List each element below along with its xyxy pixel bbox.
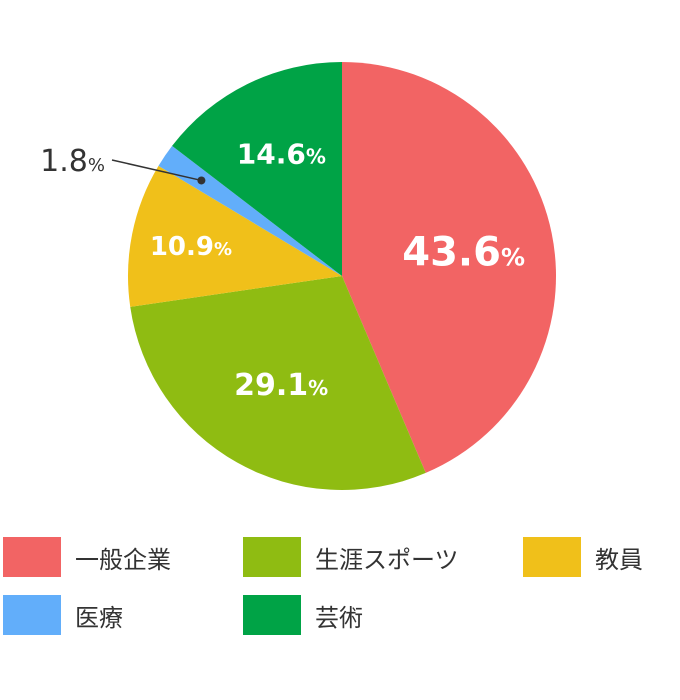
legend-swatch-teachers — [523, 537, 581, 577]
legend-swatch-arts — [243, 595, 301, 635]
pie-slice-lifelong-sports — [130, 276, 426, 490]
legend-item-general-companies: 一般企業 — [3, 535, 171, 579]
pie-slices — [127, 61, 557, 490]
legend-item-medical: 医療 — [3, 593, 123, 637]
pie-label-arts: 14.6% — [237, 137, 326, 170]
pie-chart: 43.6% 29.1% 10.9% 1.8% 14.6% — [40, 61, 557, 490]
pie-label-teachers: 10.9% — [150, 232, 232, 262]
legend-swatch-general-companies — [3, 537, 61, 577]
legend-label-medical: 医療 — [75, 603, 123, 632]
pie-label-general-companies: 43.6% — [402, 230, 525, 276]
legend: 一般企業 生涯スポーツ 教員 医療 芸術 — [0, 535, 680, 645]
pie-slice-general-companies — [342, 62, 557, 473]
legend-label-general-companies: 一般企業 — [75, 545, 171, 574]
pie-slice-arts — [172, 61, 342, 276]
pie-labels: 43.6% 29.1% 10.9% 1.8% 14.6% — [40, 137, 525, 403]
legend-label-arts: 芸術 — [315, 603, 363, 632]
pie-slice-teachers — [127, 165, 342, 307]
legend-label-teachers: 教員 — [595, 545, 643, 574]
legend-swatch-medical — [3, 595, 61, 635]
legend-label-lifelong-sports: 生涯スポーツ — [315, 545, 459, 574]
callout-line-medical — [111, 159, 202, 182]
legend-swatch-lifelong-sports — [243, 537, 301, 577]
legend-item-teachers: 教員 — [523, 535, 643, 579]
legend-item-lifelong-sports: 生涯スポーツ — [243, 535, 459, 579]
pie-label-lifelong-sports: 29.1% — [234, 368, 328, 403]
pie-label-medical: 1.8% — [40, 144, 105, 179]
legend-item-arts: 芸術 — [243, 593, 363, 637]
